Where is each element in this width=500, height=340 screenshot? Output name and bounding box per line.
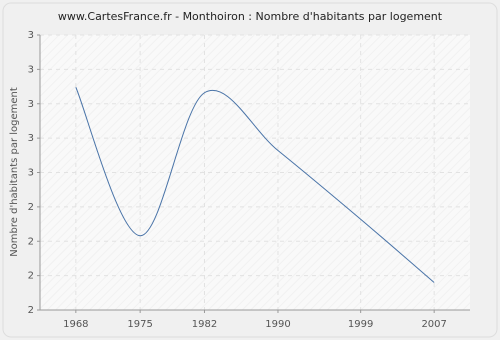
y-tick-label: 3 xyxy=(28,133,34,144)
y-tick-label: 2 xyxy=(28,271,34,282)
x-tick-label: 1982 xyxy=(192,319,217,330)
plot-area xyxy=(40,35,470,310)
y-tick-label: 2 xyxy=(28,305,34,316)
y-tick-label: 3 xyxy=(28,30,34,41)
x-tick-label: 1999 xyxy=(348,319,373,330)
y-tick-label: 3 xyxy=(28,168,34,179)
line xyxy=(75,87,435,283)
x-tick-label: 2007 xyxy=(421,319,446,330)
chart-title: www.CartesFrance.fr - Monthoiron : Nombr… xyxy=(58,10,443,23)
x-tick-label: 1968 xyxy=(63,319,88,330)
y-tick-label: 3 xyxy=(28,64,34,75)
x-tick-label: 1975 xyxy=(127,319,152,330)
y-tick-label: 2 xyxy=(28,236,34,247)
y-axis-label: Nombre d'habitants par logement xyxy=(9,87,20,257)
y-tick-label: 3 xyxy=(28,99,34,110)
y-tick-label: 2 xyxy=(28,202,34,213)
x-tick-label: 1990 xyxy=(265,319,290,330)
